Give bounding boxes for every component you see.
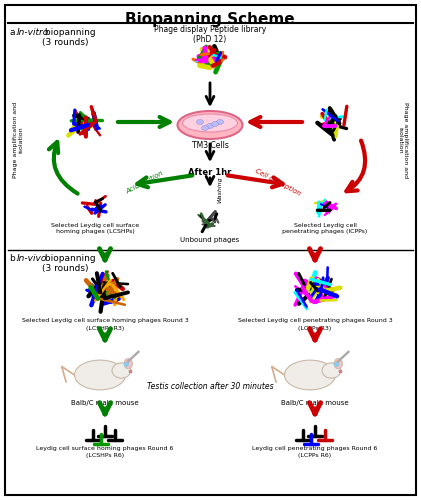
Text: b.: b. xyxy=(10,254,21,263)
Ellipse shape xyxy=(334,358,342,369)
Text: TM3 Cells: TM3 Cells xyxy=(192,141,229,150)
Text: Selected Leydig cell penetrating phages Round 3: Selected Leydig cell penetrating phages … xyxy=(237,318,392,323)
Ellipse shape xyxy=(211,122,218,126)
Ellipse shape xyxy=(202,126,208,130)
Text: In-vivo: In-vivo xyxy=(17,254,48,263)
Text: In-vitro: In-vitro xyxy=(17,28,49,37)
Text: Selected Leydig cell surface
homing phages (LCSHPs): Selected Leydig cell surface homing phag… xyxy=(51,223,139,234)
Text: Washing: Washing xyxy=(217,176,222,204)
Text: Balb/C male mouse: Balb/C male mouse xyxy=(281,400,349,406)
Text: Balb/C male mouse: Balb/C male mouse xyxy=(71,400,139,406)
Text: Phage display Peptide library
(PhD 12): Phage display Peptide library (PhD 12) xyxy=(154,25,266,44)
Ellipse shape xyxy=(112,363,131,378)
Text: (LCSHPs R6): (LCSHPs R6) xyxy=(86,453,124,458)
Text: Acid elution: Acid elution xyxy=(125,170,165,194)
Text: (LCSHPs R3): (LCSHPs R3) xyxy=(86,326,124,331)
Ellipse shape xyxy=(182,114,237,132)
Text: Unbound phages: Unbound phages xyxy=(180,237,240,243)
Text: Leydig cell surface homing phages Round 6: Leydig cell surface homing phages Round … xyxy=(36,446,174,451)
Text: After 1hr: After 1hr xyxy=(188,168,232,177)
Text: (LCPPs R6): (LCPPs R6) xyxy=(298,453,332,458)
Text: Leydig cell penetrating phages Round 6: Leydig cell penetrating phages Round 6 xyxy=(252,446,378,451)
Text: Testis collection after 30 minutes: Testis collection after 30 minutes xyxy=(147,382,273,391)
Text: biopanning
(3 rounds): biopanning (3 rounds) xyxy=(42,28,96,48)
Text: biopanning
(3 rounds): biopanning (3 rounds) xyxy=(42,254,96,274)
Text: Cell disruption: Cell disruption xyxy=(254,168,302,196)
Ellipse shape xyxy=(216,120,224,124)
Text: Phage amplification and
isolation: Phage amplification and isolation xyxy=(13,102,24,178)
Ellipse shape xyxy=(285,360,336,390)
Ellipse shape xyxy=(75,360,125,390)
Ellipse shape xyxy=(197,120,203,124)
Text: Biopanning Scheme: Biopanning Scheme xyxy=(125,12,295,27)
Text: a.: a. xyxy=(10,28,21,37)
Text: Selected Leydig cell
penetrating phages (lCPPs): Selected Leydig cell penetrating phages … xyxy=(282,223,368,234)
Text: Phage amplification and
isolation: Phage amplification and isolation xyxy=(397,102,408,178)
Text: Selected Leydig cell surface homing phages Round 3: Selected Leydig cell surface homing phag… xyxy=(21,318,188,323)
Ellipse shape xyxy=(322,363,341,378)
Ellipse shape xyxy=(124,358,133,369)
Text: (LCPPs R3): (LCPPs R3) xyxy=(298,326,332,331)
Ellipse shape xyxy=(178,111,242,139)
Ellipse shape xyxy=(206,124,213,128)
